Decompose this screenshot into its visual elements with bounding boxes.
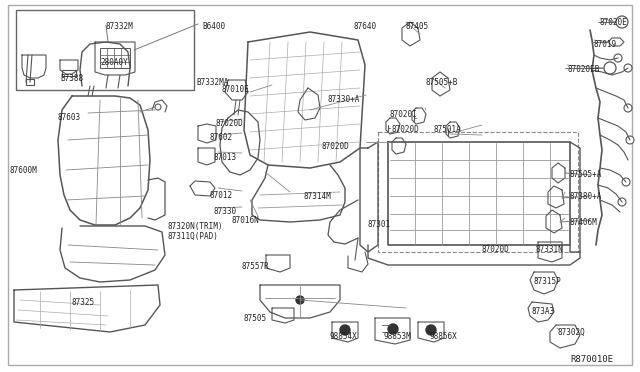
Bar [62, 70, 76, 76]
Text: 87019: 87019 [594, 40, 617, 49]
Text: 87020I: 87020I [390, 110, 418, 119]
Text: 87013: 87013 [213, 153, 236, 162]
Text: 87311Q(PAD): 87311Q(PAD) [168, 232, 219, 241]
Text: B6400: B6400 [202, 22, 225, 31]
Circle shape [624, 104, 632, 112]
Text: 87301: 87301 [368, 220, 391, 229]
Text: 87020D: 87020D [321, 142, 349, 151]
Text: 87505+B: 87505+B [426, 78, 458, 87]
Text: 98853M: 98853M [383, 332, 411, 341]
Text: 280A0Y: 280A0Y [100, 58, 128, 67]
Circle shape [622, 178, 630, 186]
Text: 87315P: 87315P [533, 277, 561, 286]
Circle shape [388, 324, 398, 334]
Text: 87603: 87603 [58, 113, 81, 122]
Bar [16, 10, 194, 90]
Bar [26, 79, 34, 85]
Text: 87020D: 87020D [481, 245, 509, 254]
Bar [378, 132, 578, 252]
Circle shape [624, 64, 632, 72]
Text: 87380+A: 87380+A [569, 192, 602, 201]
Text: B7332MA: B7332MA [196, 78, 228, 87]
Text: 87020D: 87020D [215, 119, 243, 128]
Circle shape [155, 104, 161, 110]
Text: 87320N(TRIM): 87320N(TRIM) [168, 222, 223, 231]
Text: 87016N: 87016N [231, 216, 259, 225]
Circle shape [618, 198, 626, 206]
Text: 87331N: 87331N [536, 245, 564, 254]
Text: 87505+A: 87505+A [569, 170, 602, 179]
Text: 87325: 87325 [72, 298, 95, 307]
Text: 87405: 87405 [406, 22, 429, 31]
Text: 87600M: 87600M [10, 166, 38, 175]
Circle shape [626, 136, 634, 144]
Text: 87406M: 87406M [569, 218, 596, 227]
Text: 87302Q: 87302Q [557, 328, 585, 337]
Text: 87505: 87505 [244, 314, 267, 323]
Text: R870010E: R870010E [570, 355, 613, 364]
Text: 87020EB: 87020EB [567, 65, 600, 74]
Text: 87332M: 87332M [105, 22, 132, 31]
Bar [100, 48, 130, 68]
Text: 87501A: 87501A [433, 125, 461, 134]
Text: 98854X: 98854X [330, 332, 358, 341]
Text: 87640: 87640 [354, 22, 377, 31]
Circle shape [340, 325, 350, 335]
Text: 87020D: 87020D [392, 125, 420, 134]
Text: 87330+A: 87330+A [328, 95, 360, 104]
Circle shape [296, 296, 304, 304]
Circle shape [616, 16, 628, 28]
Circle shape [604, 62, 616, 74]
Text: 87010E: 87010E [221, 85, 249, 94]
Text: 87314M: 87314M [303, 192, 331, 201]
Text: 873A3: 873A3 [531, 307, 554, 316]
Text: 87012: 87012 [209, 191, 232, 200]
Text: 87330: 87330 [213, 207, 236, 216]
Text: 98856X: 98856X [430, 332, 458, 341]
Text: B7388: B7388 [60, 74, 83, 83]
Text: 87557R: 87557R [242, 262, 269, 271]
Circle shape [426, 325, 436, 335]
Text: 87020E: 87020E [600, 18, 628, 27]
Text: 87602: 87602 [209, 133, 232, 142]
Circle shape [614, 54, 622, 62]
